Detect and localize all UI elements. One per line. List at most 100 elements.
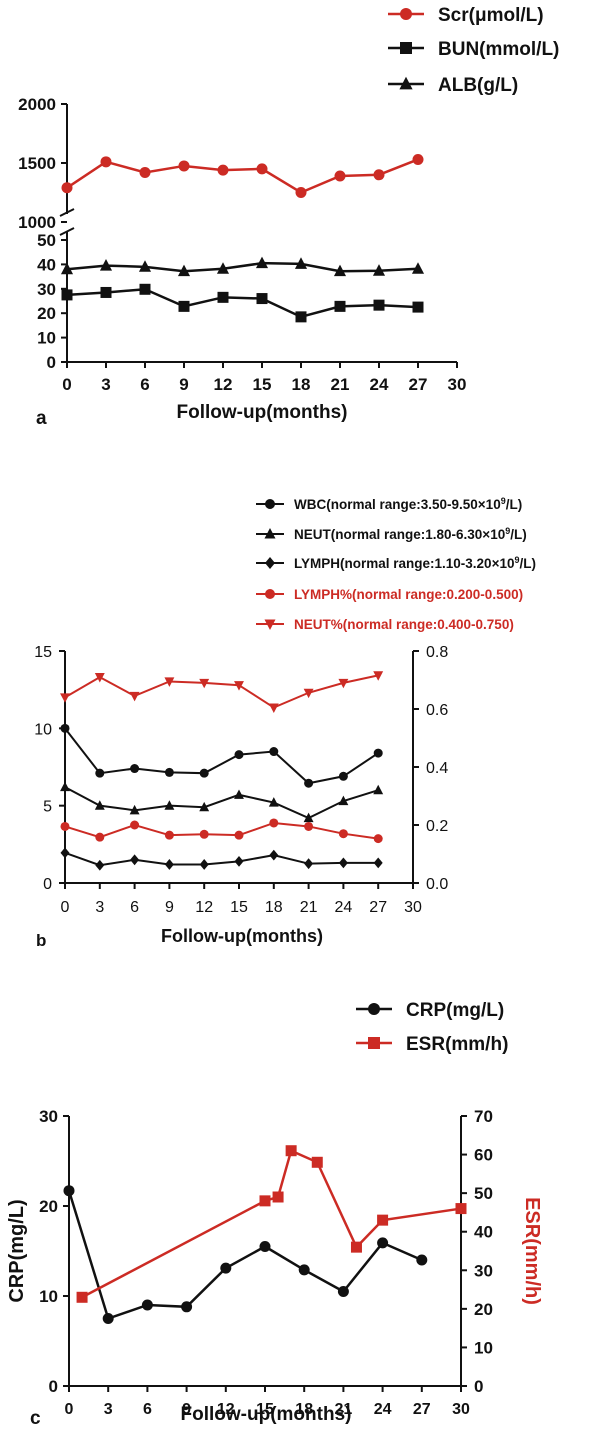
data-point-crp-mg-l — [298, 1264, 310, 1276]
data-point-bun-mmol-l — [139, 283, 151, 295]
data-point-lymph-normal-range — [234, 855, 244, 867]
data-point-bun-mmol-l — [295, 311, 307, 323]
data-point-neut-normal-range — [94, 673, 105, 683]
x-tick-label: 30 — [404, 899, 422, 916]
data-point-lymph-normal-range — [304, 858, 314, 870]
panel-b-chart: 0 5 10 15 0.0 0.2 0.4 0.6 0.8 0 3 6 9 12 15 18 21 24 27 30 W… — [34, 496, 536, 916]
data-point-lymph-normal-range — [373, 834, 383, 844]
data-point-wbc-normal-range — [60, 723, 70, 733]
y-tick-label-right: 0 — [474, 1377, 483, 1396]
legend-label: ALB(g/L) — [438, 75, 518, 96]
data-point-crp-mg-l — [181, 1301, 193, 1313]
x-tick-label: 27 — [369, 899, 387, 916]
y-tick-label: 50 — [37, 231, 56, 250]
x-tick-label: 3 — [95, 899, 104, 916]
data-point-lymph-normal-range — [373, 857, 383, 869]
x-tick-label: 12 — [217, 1401, 235, 1418]
y-tick-label-right: 0.4 — [426, 760, 448, 777]
data-point-esr-mm-h — [259, 1195, 271, 1207]
x-tick-label: 15 — [253, 375, 272, 394]
data-point-neut-normal-range — [268, 703, 279, 713]
x-tick-label: 27 — [409, 375, 428, 394]
y-tick-label-right: 70 — [474, 1107, 493, 1126]
data-point-wbc-normal-range — [304, 778, 314, 788]
y-tick-label-right: 0.6 — [426, 702, 448, 719]
data-point-crp-mg-l — [337, 1286, 349, 1297]
y-tick-label-right: 30 — [474, 1261, 493, 1280]
x-tick-label: 9 — [182, 1401, 191, 1418]
x-tick-label: 18 — [265, 899, 283, 916]
x-tick-label: 9 — [179, 375, 188, 394]
data-point-crp-mg-l — [416, 1254, 428, 1266]
data-point-neut-normal-range — [60, 781, 70, 792]
data-point-scr-mol-l — [61, 182, 73, 194]
data-point-scr-mol-l — [373, 169, 385, 181]
data-point-lymph-normal-range — [338, 857, 348, 869]
data-point-neut-normal-range — [234, 681, 244, 691]
data-point-bun-mmol-l — [256, 293, 268, 305]
data-point-lymph-normal-range — [304, 821, 314, 831]
data-point-esr-mm-h — [455, 1203, 467, 1215]
data-point-wbc-normal-range — [95, 768, 105, 778]
y-tick-label-right: 40 — [474, 1223, 493, 1242]
data-point-lymph-normal-range — [130, 854, 140, 866]
legend-label: LYMPH%(normal range:0.200-0.500) — [294, 587, 523, 602]
y-tick-label-left: 20 — [39, 1197, 58, 1216]
x-tick-label: 12 — [195, 899, 213, 916]
y-tick-label-right: 10 — [474, 1338, 493, 1357]
data-point-lymph-normal-range — [60, 821, 70, 831]
legend-label: LYMPH(normal range:1.10-3.20×109/L) — [294, 555, 536, 571]
data-point-scr-mol-l — [217, 164, 229, 176]
x-tick-label: 3 — [101, 375, 110, 394]
y-axis-title-left: CRP(mg/L) — [6, 1199, 28, 1302]
y-tick-label: 2000 — [18, 95, 56, 114]
data-point-wbc-normal-range — [234, 750, 244, 760]
data-point-neut-normal-range — [234, 789, 244, 799]
y-tick-label-left: 15 — [34, 644, 52, 661]
data-point-scr-mol-l — [412, 153, 424, 165]
x-tick-label: 21 — [331, 375, 350, 394]
data-point-alb-g-l — [216, 262, 230, 274]
data-point-lymph-normal-range — [130, 820, 140, 830]
data-point-neut-normal-range — [303, 812, 314, 823]
panel-b-xlabel: Follow-up(months) — [161, 926, 323, 946]
y-tick-label-left: 0 — [49, 1377, 58, 1396]
y-tick-label-left: 0 — [43, 876, 52, 893]
data-point-bun-mmol-l — [217, 291, 229, 303]
data-point-wbc-normal-range — [164, 767, 174, 777]
y-tick-label: 20 — [37, 304, 56, 323]
data-point-crp-mg-l — [63, 1185, 75, 1197]
legend-label: NEUT(normal range:1.80-6.30×109/L) — [294, 526, 527, 542]
legend-marker — [368, 1003, 380, 1015]
data-point-alb-g-l — [99, 259, 113, 271]
legend-marker — [265, 589, 275, 599]
y-tick-label-right: 0.0 — [426, 876, 448, 893]
x-tick-label: 27 — [413, 1401, 431, 1418]
y-tick-label: 10 — [37, 329, 56, 348]
y-axis-title-right: ESR(mm/h) — [521, 1197, 543, 1305]
y-tick-label-left: 10 — [39, 1287, 58, 1306]
data-point-scr-mol-l — [295, 187, 307, 198]
data-point-crp-mg-l — [259, 1241, 271, 1252]
data-point-alb-g-l — [333, 264, 347, 277]
data-point-neut-normal-range — [338, 678, 349, 689]
data-point-crp-mg-l — [220, 1262, 232, 1274]
x-tick-label: 21 — [335, 1401, 353, 1418]
x-tick-label: 21 — [300, 899, 318, 916]
data-point-esr-mm-h — [272, 1191, 284, 1203]
x-tick-label: 30 — [448, 375, 467, 394]
panel-c-letter: c — [30, 1408, 41, 1429]
data-point-crp-mg-l — [141, 1299, 153, 1311]
data-point-crp-mg-l — [377, 1237, 389, 1249]
y-tick-label-left: 10 — [34, 721, 52, 738]
series-line-lymph-normal-range — [64, 851, 379, 867]
panel-c-xlabel: Follow-up(months) — [181, 1404, 352, 1425]
panel-a-chart: 1000 1500 2000 0 10 20 30 40 50 0 3 6 9 12 15 18 21 24 27 3… — [18, 5, 559, 394]
x-tick-label: 9 — [165, 899, 174, 916]
data-point-neut-normal-range — [373, 784, 384, 795]
data-point-neut-normal-range — [164, 677, 175, 687]
y-tick-label-right: 50 — [474, 1184, 493, 1203]
data-point-wbc-normal-range — [269, 747, 279, 757]
legend-label: NEUT%(normal range:0.400-0.750) — [294, 617, 514, 632]
series-line-neut-normal-range — [64, 674, 379, 709]
